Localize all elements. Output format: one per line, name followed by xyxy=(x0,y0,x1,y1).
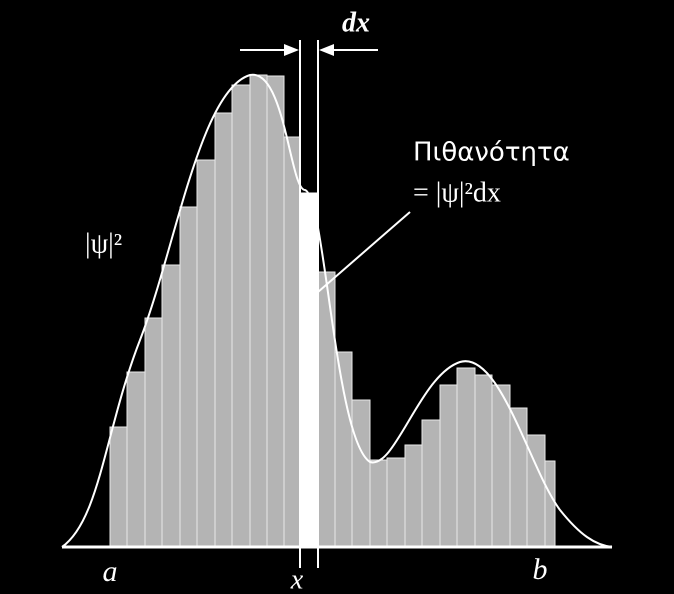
bar xyxy=(491,384,511,548)
pointer-line xyxy=(317,211,411,293)
bar xyxy=(283,136,301,548)
bar xyxy=(214,112,233,548)
bar xyxy=(474,374,493,548)
dx-label: dx xyxy=(342,7,370,38)
probability-label: Πιθανότητα xyxy=(413,138,570,168)
bar xyxy=(439,384,458,548)
probability-bars xyxy=(109,74,556,548)
bar xyxy=(456,367,476,548)
probability-formula: = |ψ|²dx xyxy=(413,177,501,208)
bar xyxy=(196,159,216,548)
dx-strip xyxy=(299,192,319,548)
bar xyxy=(404,444,423,548)
bar xyxy=(386,457,406,548)
bar xyxy=(144,317,163,548)
bar xyxy=(266,75,285,548)
bar xyxy=(249,74,268,548)
bar xyxy=(421,419,441,548)
bar xyxy=(179,206,198,548)
bar xyxy=(369,459,388,548)
bar xyxy=(334,351,353,548)
x-label: x xyxy=(290,564,304,594)
bar xyxy=(317,271,336,548)
bar xyxy=(351,399,371,548)
bar xyxy=(126,371,146,548)
psi-curve xyxy=(61,73,613,548)
bar xyxy=(109,426,128,548)
dx-arrowhead-left xyxy=(284,44,299,56)
psi-squared-label: |ψ|² xyxy=(85,228,122,259)
b-label: b xyxy=(533,553,548,586)
dx-arrowhead-right xyxy=(319,44,334,56)
bar xyxy=(161,264,181,548)
a-label: a xyxy=(103,555,118,588)
bar xyxy=(544,460,556,548)
bar xyxy=(231,84,251,548)
